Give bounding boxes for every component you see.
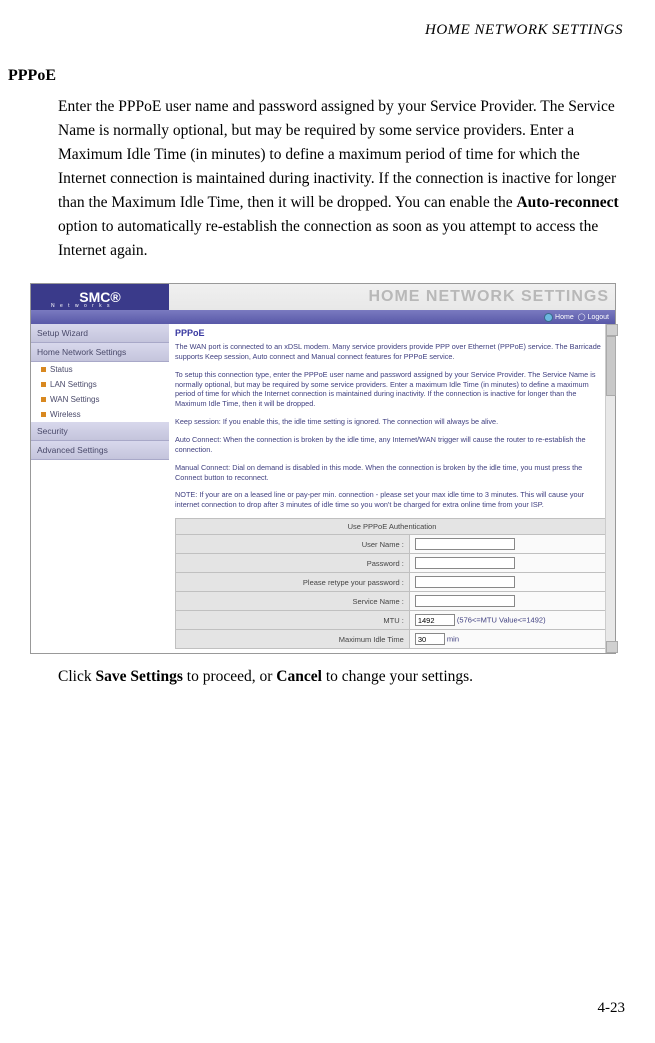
service-name-input[interactable] [415, 595, 515, 607]
retype-label: Please retype your password : [176, 573, 410, 592]
save-settings-term: Save Settings [95, 668, 182, 685]
nav-security[interactable]: Security [31, 422, 169, 441]
content-p5: Manual Connect: Dial on demand is disabl… [175, 463, 609, 483]
nav-wireless[interactable]: Wireless [31, 407, 169, 422]
caption-mid: to proceed, or [183, 668, 276, 685]
content-p4: Auto Connect: When the connection is bro… [175, 435, 609, 455]
password-input[interactable] [415, 557, 515, 569]
mtu-hint: (576<=MTU Value<=1492) [457, 616, 546, 625]
nav-wireless-label: Wireless [50, 410, 81, 419]
content-p6: NOTE: If your are on a leased line or pa… [175, 490, 609, 510]
password-label: Password : [176, 554, 410, 573]
home-link[interactable]: Home [544, 313, 574, 322]
idle-time-input[interactable] [415, 633, 445, 645]
side-nav: Setup Wizard Home Network Settings Statu… [31, 324, 169, 653]
form-header: Use PPPoE Authentication [176, 519, 609, 535]
nav-wan[interactable]: WAN Settings [31, 392, 169, 407]
logout-label: Logout [588, 314, 609, 321]
mtu-label: MTU : [176, 611, 410, 630]
logout-icon: ◯ [578, 313, 586, 321]
home-icon [544, 313, 553, 322]
running-header: HOME NETWORK SETTINGS [8, 22, 625, 39]
content-pane: PPPoE The WAN port is connected to an xD… [169, 324, 615, 653]
content-title: PPPoE [175, 328, 609, 338]
username-label: User Name : [176, 535, 410, 554]
page-number: 4-23 [598, 1000, 626, 1017]
top-toolbar: Home ◯ Logout [31, 310, 615, 324]
bullet-icon [41, 382, 46, 387]
content-p1: The WAN port is connected to an xDSL mod… [175, 342, 609, 362]
intro-paragraph: Enter the PPPoE user name and password a… [58, 95, 625, 263]
caption: Click Save Settings to proceed, or Cance… [58, 668, 625, 686]
caption-pre: Click [58, 668, 95, 685]
content-p3: Keep session: If you enable this, the id… [175, 417, 609, 427]
banner-title: HOME NETWORK SETTINGS [169, 284, 615, 310]
logo-subtext: N e t w o r k s [51, 303, 112, 309]
nav-setup-wizard[interactable]: Setup Wizard [31, 324, 169, 343]
scrollbar[interactable] [605, 324, 615, 653]
mtu-input[interactable] [415, 614, 455, 626]
service-label: Service Name : [176, 592, 410, 611]
idle-label: Maximum Idle Time [176, 630, 410, 649]
nav-status-label: Status [50, 365, 73, 374]
smc-logo: SMC® N e t w o r k s [31, 284, 169, 310]
bullet-icon [41, 412, 46, 417]
nav-status[interactable]: Status [31, 362, 169, 377]
nav-lan[interactable]: LAN Settings [31, 377, 169, 392]
scroll-thumb[interactable] [606, 336, 616, 396]
nav-advanced[interactable]: Advanced Settings [31, 441, 169, 460]
nav-lan-label: LAN Settings [50, 380, 97, 389]
idle-unit: min [447, 635, 459, 644]
logout-link[interactable]: ◯ Logout [578, 313, 609, 321]
retype-password-input[interactable] [415, 576, 515, 588]
bullet-icon [41, 397, 46, 402]
caption-post: to change your settings. [322, 668, 473, 685]
pppoe-form: Use PPPoE Authentication User Name : Pas… [175, 518, 609, 649]
intro-text-post: option to automatically re-establish the… [58, 218, 598, 259]
nav-wan-label: WAN Settings [50, 395, 100, 404]
router-screenshot: SMC® N e t w o r k s HOME NETWORK SETTIN… [30, 283, 616, 654]
cancel-term: Cancel [276, 668, 322, 685]
content-p2: To setup this connection type, enter the… [175, 370, 609, 409]
bullet-icon [41, 367, 46, 372]
auto-reconnect-term: Auto-reconnect [516, 194, 618, 211]
nav-home-network[interactable]: Home Network Settings [31, 343, 169, 362]
section-title: PPPoE [8, 67, 625, 85]
home-label: Home [555, 314, 574, 321]
username-input[interactable] [415, 538, 515, 550]
